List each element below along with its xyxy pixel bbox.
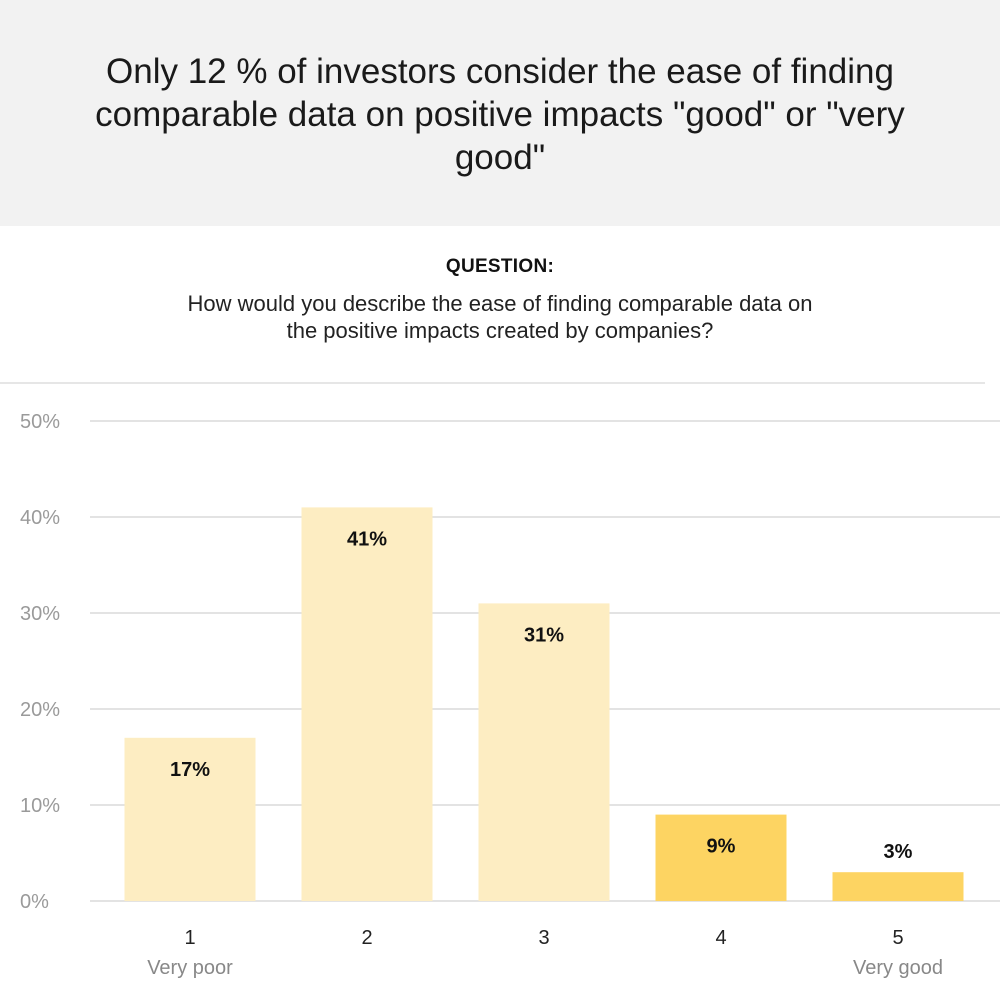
headline-banner: Only 12 % of investors consider the ease…: [0, 0, 1000, 226]
y-tick-label: 20%: [20, 699, 60, 721]
bar: [301, 507, 433, 901]
y-tick-label: 40%: [20, 507, 60, 529]
data-label: 31%: [524, 624, 564, 646]
y-tick-label: 30%: [20, 603, 60, 625]
bar: [124, 737, 256, 901]
y-tick-label: 0%: [20, 891, 49, 913]
data-label: 9%: [707, 836, 736, 858]
y-tick-label: 50%: [20, 411, 60, 433]
x-tick-label: 4: [715, 927, 726, 949]
section-divider: [0, 382, 985, 384]
y-tick-label: 10%: [20, 795, 60, 817]
data-label: 3%: [884, 841, 913, 863]
question-text: How would you describe the ease of findi…: [187, 291, 813, 343]
data-label: 17%: [170, 759, 210, 781]
x-tick-label: 3: [538, 927, 549, 949]
x-tick-sublabel: Very poor: [147, 957, 233, 979]
x-tick-label: 2: [361, 927, 372, 949]
data-label: 41%: [347, 528, 387, 550]
x-tick-label: 5: [892, 927, 903, 949]
bar: [478, 603, 610, 901]
headline: Only 12 % of investors consider the ease…: [95, 52, 905, 177]
bar: [655, 814, 787, 901]
x-tick-label: 1: [184, 927, 195, 949]
x-tick-sublabel: Very good: [853, 957, 943, 979]
question-label: QUESTION:: [445, 256, 555, 277]
bar: [832, 872, 964, 901]
